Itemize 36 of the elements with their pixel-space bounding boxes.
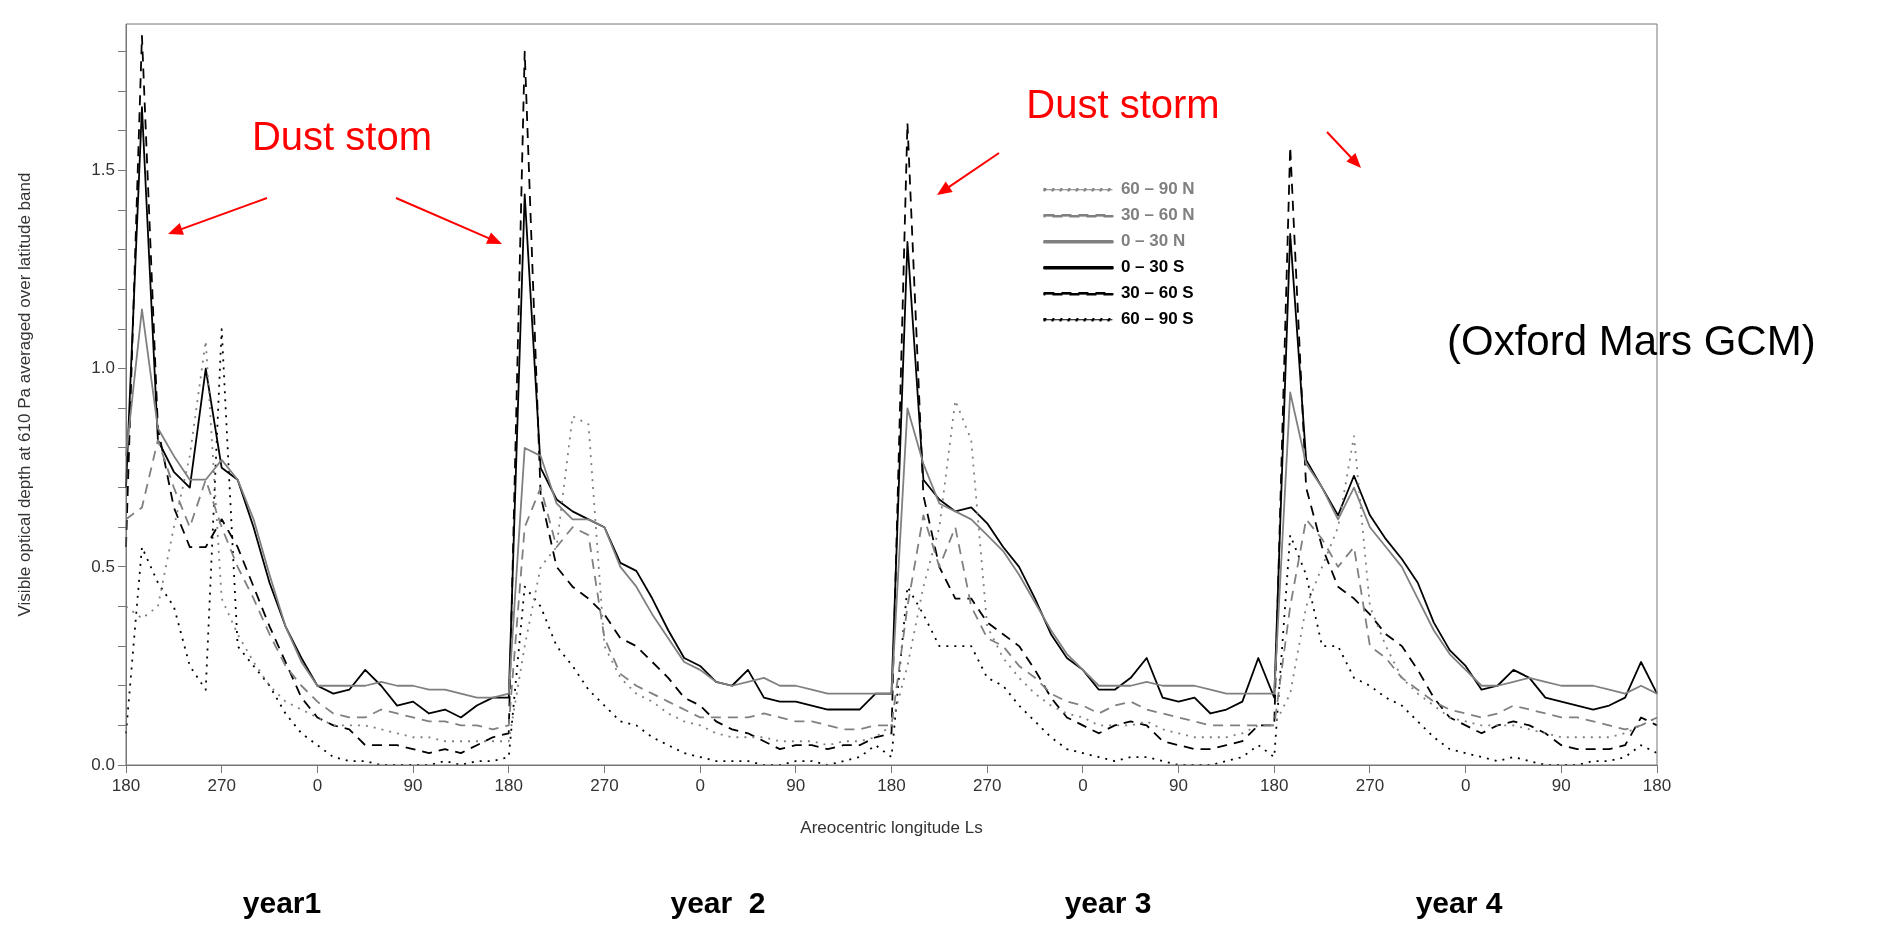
x-tick-label: 90 <box>1169 775 1189 795</box>
x-tick-label: 90 <box>786 775 806 795</box>
x-tick-label: 180 <box>494 775 523 795</box>
x-tick-label: 90 <box>1551 775 1571 795</box>
text: year 3 <box>1064 886 1152 919</box>
x-tick-label: 0 <box>312 775 323 795</box>
y-tick-label: 1.5 <box>91 160 115 180</box>
x-tick-label: 0 <box>695 775 705 795</box>
x-axis-title: Areocentric longitude Ls <box>800 818 983 837</box>
x-tick-label: 180 <box>877 775 906 795</box>
annotation: Dust storm <box>1026 82 1220 126</box>
text: year 4 <box>1415 886 1503 919</box>
x-tick-label: 0 <box>1460 775 1471 795</box>
x-tick-label: 270 <box>590 775 619 795</box>
x-tick-label: 180 <box>1260 775 1289 795</box>
annotation: Dust stom <box>251 114 433 158</box>
x-tick-label: 180 <box>1642 775 1672 795</box>
y-tick-label: 0.0 <box>91 754 115 774</box>
x-tick-label: 180 <box>111 775 141 795</box>
x-tick-label: 270 <box>207 775 236 795</box>
legend-label: 0 – 30 S <box>1120 257 1185 277</box>
x-tick-label: 90 <box>403 775 423 795</box>
text: year 2 <box>670 886 766 919</box>
legend-label: 60 – 90 N <box>1120 179 1195 199</box>
legend-label: 0 – 30 N <box>1120 231 1186 251</box>
legend-label: 60 – 90 S <box>1120 309 1194 329</box>
text: year1 <box>242 886 322 919</box>
y-tick-label: 1.0 <box>91 358 115 378</box>
x-tick-label: 270 <box>973 775 1002 795</box>
annotation: (Oxford Mars GCM) <box>1447 317 1816 364</box>
y-axis-title: Visible optical depth at 610 Pa averaged over latitude band <box>15 172 34 617</box>
legend-label: 30 – 60 S <box>1120 283 1194 303</box>
y-tick-label: 0.5 <box>91 556 115 576</box>
legend-label: 30 – 60 N <box>1120 205 1195 225</box>
x-tick-label: 0 <box>1078 775 1088 795</box>
x-tick-label: 270 <box>1355 775 1385 795</box>
